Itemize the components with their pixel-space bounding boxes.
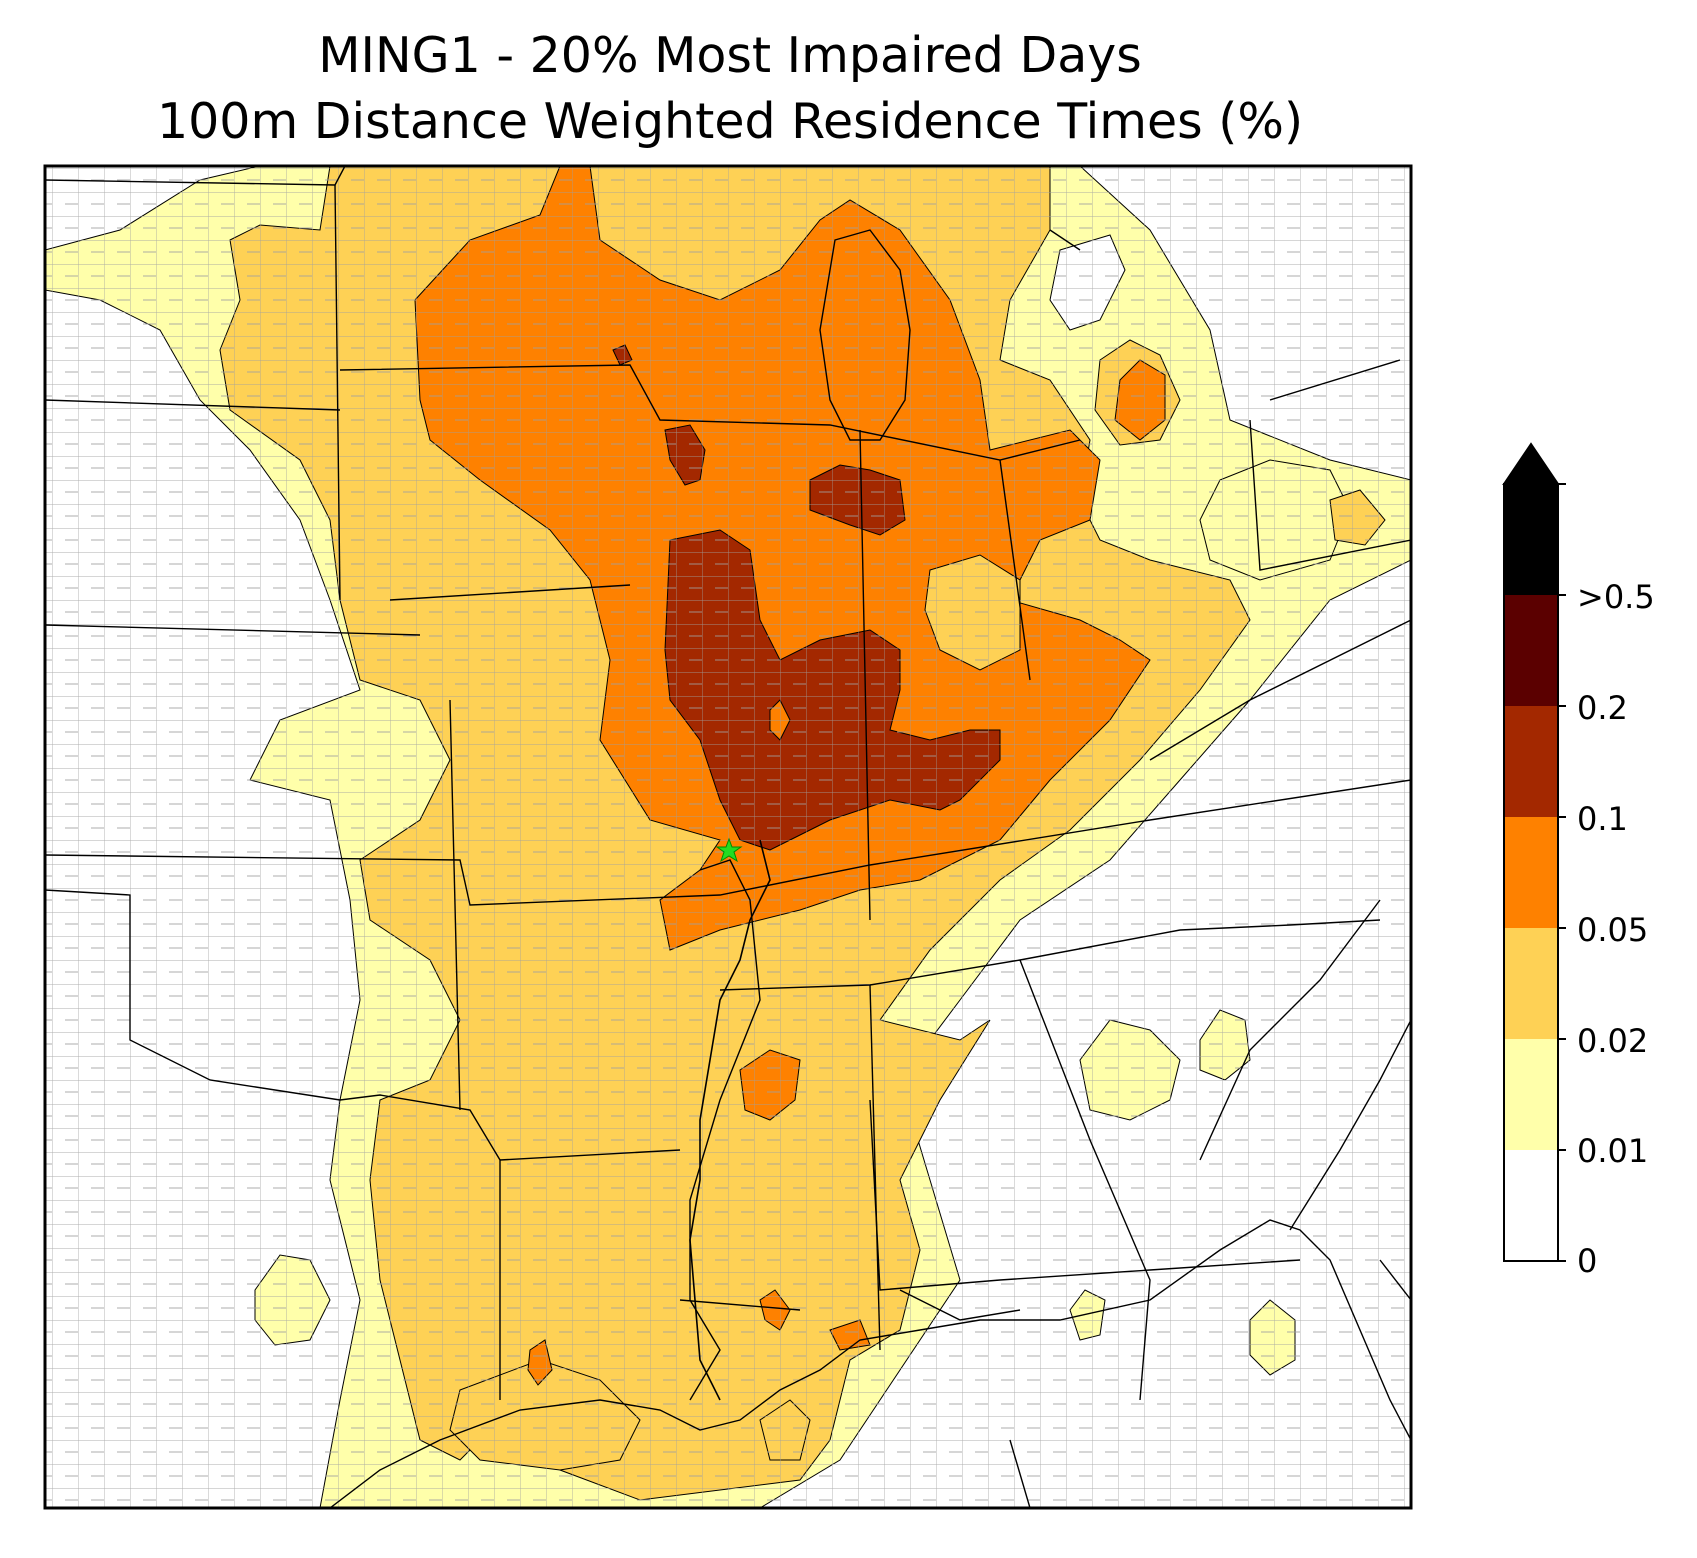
colorbar-tick-label: >0.5 <box>1577 578 1655 616</box>
colorbar-swatch <box>1504 928 1558 1039</box>
site-star-marker <box>715 837 743 863</box>
colorbar-extend-arrow <box>1502 442 1560 485</box>
map-frame <box>43 164 1413 1510</box>
colorbar-tick-label: 0.01 <box>1577 1132 1649 1170</box>
colorbar-outline <box>1503 483 1559 1262</box>
colorbar-swatch <box>1504 706 1558 817</box>
mississippi-river <box>689 839 771 1401</box>
colorbar-tick-label: 0 <box>1577 1242 1598 1280</box>
map-title-line-1: MING1 - 20% Most Impaired Days <box>318 27 1142 84</box>
map-title-line-2: 100m Distance Weighted Residence Times (… <box>156 93 1304 150</box>
coastline <box>329 1019 1411 1508</box>
colorbar-swatch <box>1504 595 1558 706</box>
colorbar-tick-label: 0.02 <box>1577 1022 1649 1060</box>
county-borders <box>45 166 1411 1508</box>
state-borders <box>45 166 1411 1401</box>
lake-michigan <box>819 229 911 441</box>
colorbar-swatch <box>1504 817 1558 928</box>
colorbar-swatch <box>1504 1039 1558 1150</box>
colorbar-tick-label: 0.2 <box>1577 689 1628 727</box>
colorbar-swatch <box>1504 484 1558 595</box>
colorbar-tick-label: 0.1 <box>1577 800 1628 838</box>
colorbar-swatch <box>1504 1150 1558 1261</box>
colorbar <box>1502 442 1566 1262</box>
colorbar-tick-label: 0.05 <box>1577 911 1649 949</box>
